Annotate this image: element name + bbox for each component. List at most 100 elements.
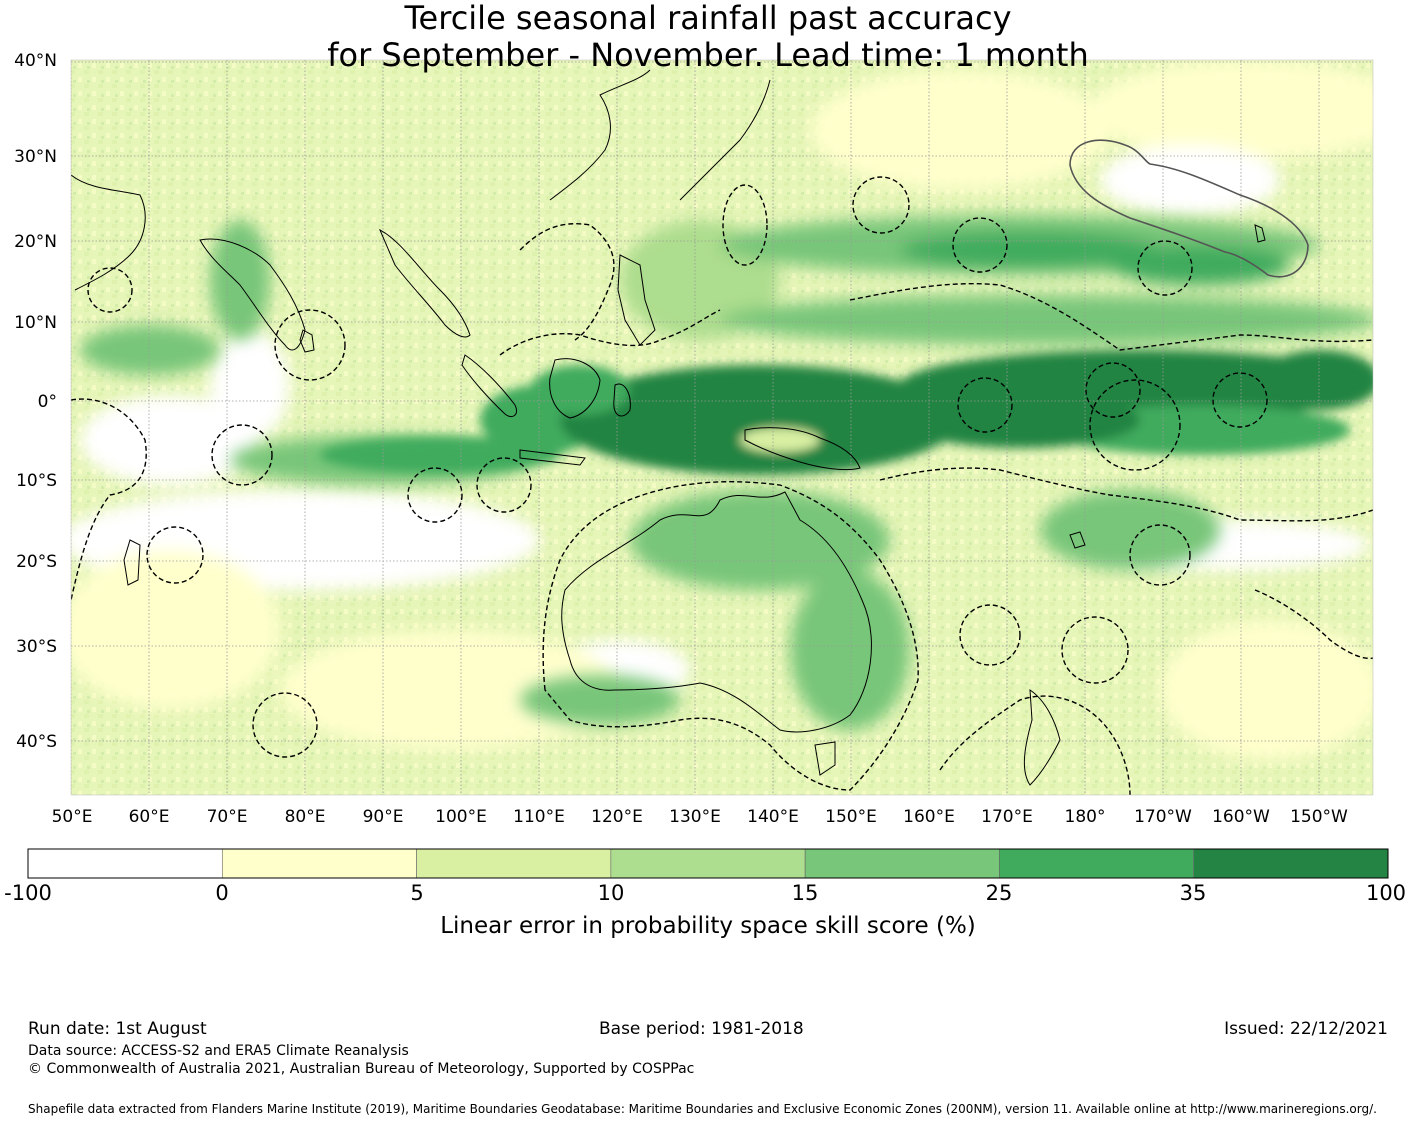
eez-circle (852, 176, 910, 234)
eez-circle (1085, 362, 1141, 418)
australia-coastline (561, 491, 872, 733)
colorbar-tick: 100 (1366, 881, 1406, 905)
lon-label: 170°E (981, 807, 1033, 827)
eez-circle (1212, 372, 1268, 428)
latitude-labels: 40°N 30°N 20°N 10°N 0° 10°S 20°S 30°S 40… (14, 51, 57, 752)
title-line-1: Tercile seasonal rainfall past accuracy (404, 0, 1012, 37)
lat-label: 30°N (14, 147, 57, 167)
eez-circle (952, 217, 1008, 273)
eez-south-china-sea (519, 223, 615, 341)
issued-date: Issued: 22/12/2021 (1224, 1019, 1388, 1039)
eez-circle (1137, 240, 1193, 296)
data-source: Data source: ACCESS-S2 and ERA5 Climate … (28, 1043, 409, 1059)
india-coastline (199, 238, 306, 351)
lon-label: 60°E (129, 807, 170, 827)
lon-label: 130°E (669, 807, 721, 827)
lat-label: 20°N (14, 232, 57, 252)
borneo-coastline (549, 358, 601, 419)
sumatra-coastline (461, 354, 518, 418)
lat-label: 10°N (14, 313, 57, 333)
eez-pacific-band (849, 283, 1373, 351)
lon-label: 170°W (1134, 807, 1192, 827)
monument-outline (1069, 139, 1309, 278)
lat-label: 0° (38, 392, 57, 412)
colorbar-tick: 25 (986, 881, 1013, 905)
lat-label: 40°N (14, 51, 57, 71)
fiji-coastline (1069, 531, 1086, 549)
sri-lanka-coastline (299, 329, 315, 353)
lon-label: 110°E (513, 807, 565, 827)
colorbar-swatch (416, 848, 612, 879)
lon-label: 70°E (207, 807, 248, 827)
sulawesi-coastline (613, 383, 631, 417)
colorbar: -100 0 5 10 15 25 35 100 Linear error in… (4, 848, 1406, 939)
colorbar-swatch (27, 848, 223, 879)
shapefile-credit: Shapefile data extracted from Flanders M… (28, 1102, 1377, 1116)
lon-label: 160°E (903, 807, 955, 827)
lat-label: 10°S (16, 471, 57, 491)
eez-circle (957, 377, 1013, 433)
eez-circle (1129, 524, 1191, 586)
indochina-coastline (379, 228, 471, 338)
colorbar-tick: 10 (598, 881, 625, 905)
lat-label: 40°S (16, 732, 57, 752)
skill-shading-high (320, 350, 1373, 475)
eez-indian-ocean (71, 398, 147, 601)
lon-label: 90°E (363, 807, 404, 827)
eez-pacific-band-south (879, 467, 1373, 522)
colorbar-label: Linear error in probability space skill … (440, 913, 976, 939)
eez-circle (476, 457, 532, 513)
colorbar-swatch (221, 848, 417, 879)
eez-circle (722, 184, 768, 266)
eez-circle (211, 424, 273, 486)
lat-label: 20°S (16, 552, 57, 572)
colorbar-ticks: -100 0 5 10 15 25 35 100 (4, 881, 1406, 905)
eez-circle (146, 526, 204, 584)
lon-label: 150°E (825, 807, 877, 827)
map-frame (70, 59, 1374, 796)
colorbar-tick: 35 (1180, 881, 1207, 905)
longitude-labels: 50°E 60°E 70°E 80°E 90°E 100°E 110°E 120… (52, 807, 1349, 827)
lon-label: 180° (1065, 807, 1106, 827)
skill-map (71, 60, 1373, 795)
eez-circle (87, 267, 133, 313)
arabia-coastline (71, 174, 146, 291)
philippines-coastline (617, 254, 656, 346)
colorbar-swatch (999, 848, 1195, 879)
lon-label: 50°E (52, 807, 93, 827)
java-coastline (519, 449, 586, 466)
lon-label: 80°E (285, 807, 326, 827)
eez-circle (1061, 616, 1129, 684)
colorbar-swatch (1193, 848, 1389, 879)
eez-south-pacific (939, 695, 1131, 795)
japan-coastline (679, 79, 771, 201)
colorbar-tick: 5 (410, 881, 423, 905)
run-date: Run date: 1st August (28, 1019, 207, 1039)
hawaii-coastline (1254, 224, 1266, 243)
lon-label: 140°E (747, 807, 799, 827)
title-line-2: for September - November. Lead time: 1 m… (327, 36, 1089, 74)
colorbar-frame (27, 848, 1389, 879)
lon-label: 120°E (591, 807, 643, 827)
eez-circle (1089, 379, 1181, 471)
new-zealand-coastline (1023, 689, 1061, 786)
coastlines (71, 69, 1266, 786)
colorbar-swatch (610, 848, 806, 879)
colorbar-tick: 0 (215, 881, 228, 905)
eez-boundaries (71, 176, 1373, 795)
new-guinea-coastline (744, 427, 861, 471)
lon-label: 160°W (1212, 807, 1270, 827)
eez-circle (959, 604, 1021, 666)
eez-australia (542, 481, 919, 791)
lon-label: 150°W (1290, 807, 1348, 827)
east-asia-coastline (549, 69, 651, 201)
lon-label: 100°E (435, 807, 487, 827)
madagascar-coastline (123, 539, 141, 586)
lat-label: 30°S (16, 637, 57, 657)
copyright: © Commonwealth of Australia 2021, Austra… (28, 1061, 695, 1077)
eez-circle (252, 692, 318, 758)
colorbar-swatch (804, 848, 1000, 879)
eez-circle (407, 467, 463, 523)
colorbar-tick: 15 (792, 881, 819, 905)
